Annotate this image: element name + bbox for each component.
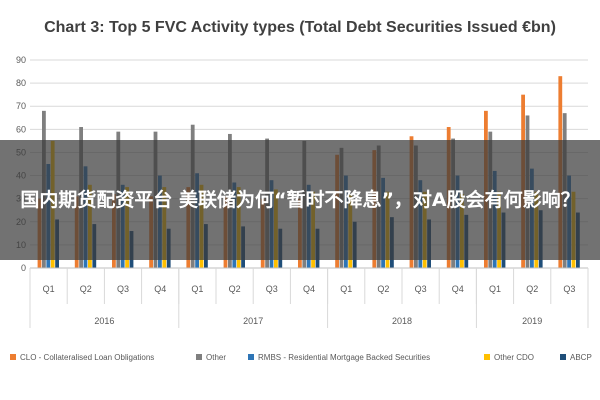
year-label: 2019 (522, 316, 542, 326)
x-tick-label: Q2 (229, 284, 241, 294)
x-tick-label: Q4 (452, 284, 464, 294)
y-tick-label: 80 (16, 78, 26, 88)
x-tick-label: Q1 (191, 284, 203, 294)
x-tick-label: Q4 (154, 284, 166, 294)
y-tick-label: 60 (16, 124, 26, 134)
year-label: 2017 (243, 316, 263, 326)
x-tick-label: Q2 (377, 284, 389, 294)
headline-banner: 国内期货配资平台 美联储为何“暂时不降息”，对A股会有何影响？ (0, 140, 600, 260)
y-tick-label: 70 (16, 101, 26, 111)
legend-swatch (248, 354, 254, 360)
x-tick-label: Q1 (489, 284, 501, 294)
x-axis: Q1 Q2 Q3 Q4 Q1 Q2 Q3 Q4 Q1 Q2 Q3 Q4 Q1 Q2 Q3 2016 2017 20… (29, 267, 589, 328)
x-tick-label: Q4 (303, 284, 315, 294)
year-label: 2018 (392, 316, 412, 326)
legend-swatch (560, 354, 566, 360)
x-tick-label: Q1 (43, 284, 55, 294)
legend-label: ABCP (570, 353, 592, 362)
x-tick-label: Q1 (340, 284, 352, 294)
headline-text: 国内期货配资平台 美联储为何“暂时不降息”，对A股会有何影响？ (20, 189, 580, 211)
x-tick-label: Q3 (117, 284, 129, 294)
legend-swatch (10, 354, 16, 360)
legend: CLO - Collateralised Loan Obligations Oth… (10, 353, 592, 362)
x-tick-label: Q3 (415, 284, 427, 294)
legend-label: Other (206, 353, 226, 362)
x-tick-label: Q2 (526, 284, 538, 294)
legend-label: CLO - Collateralised Loan Obligations (20, 353, 154, 362)
legend-swatch (196, 354, 202, 360)
year-label: 2016 (94, 316, 114, 326)
y-tick-label: 90 (16, 55, 26, 65)
legend-swatch (484, 354, 490, 360)
legend-label: RMBS - Residential Mortgage Backed Secur… (258, 353, 430, 362)
x-tick-label: Q3 (266, 284, 278, 294)
x-tick-label: Q2 (80, 284, 92, 294)
legend-label: Other CDO (494, 353, 534, 362)
y-tick-label: 0 (21, 263, 26, 273)
chart-title: Chart 3: Top 5 FVC Activity types (Total… (44, 19, 556, 36)
x-tick-label: Q3 (563, 284, 575, 294)
